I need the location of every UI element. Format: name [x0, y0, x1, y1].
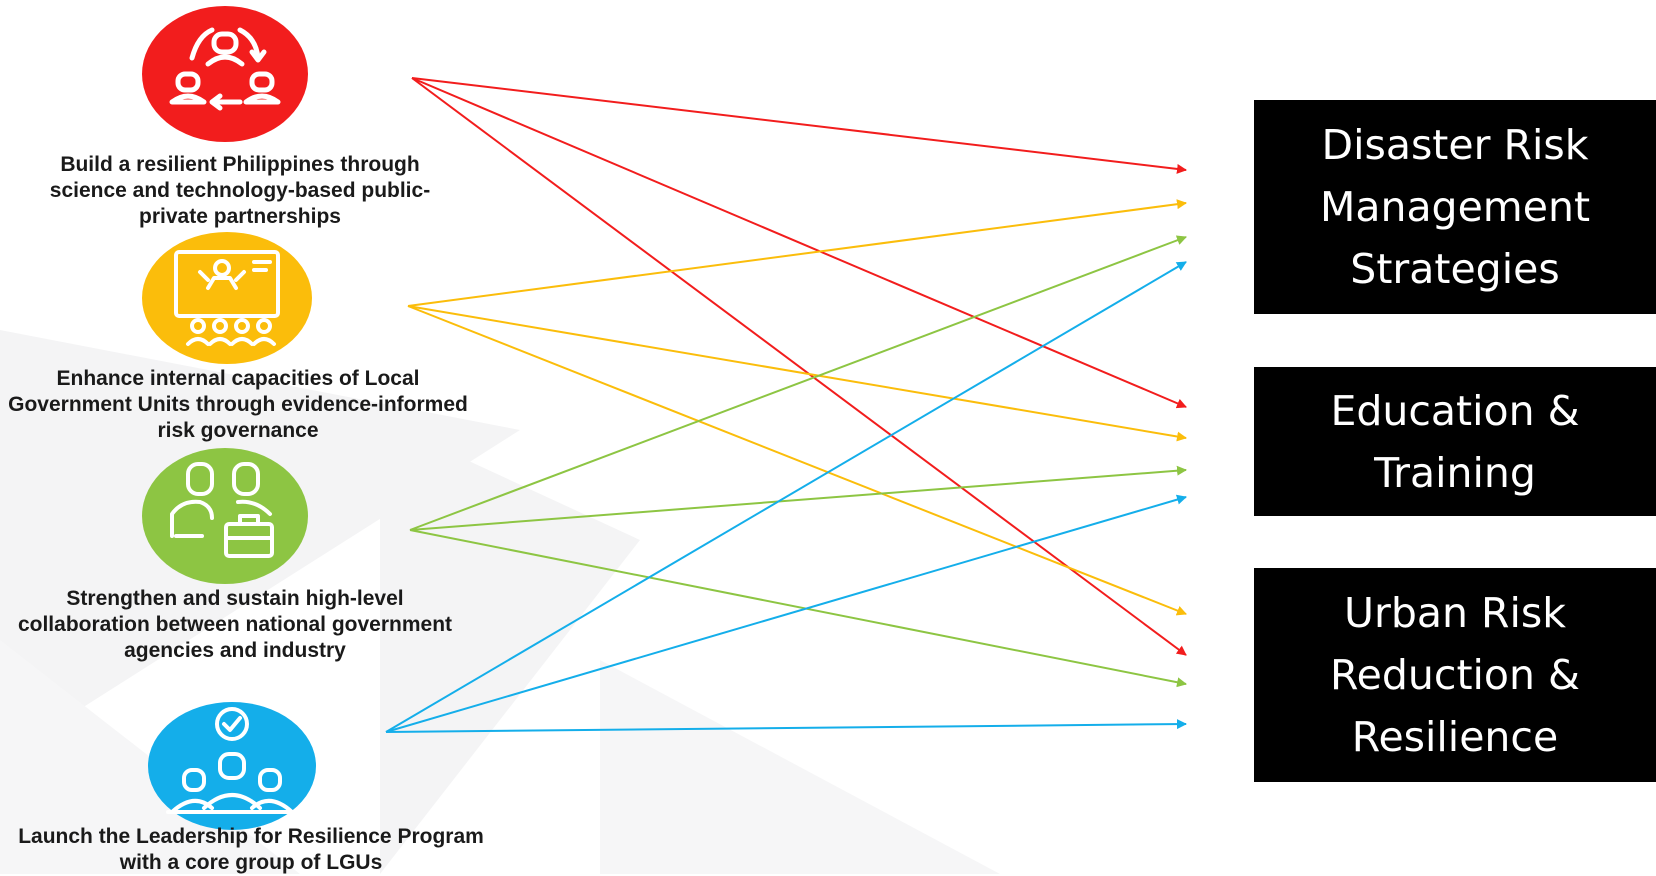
arrow-goal-3-1 [409, 235, 1187, 531]
arrow-goal-3-3 [409, 529, 1187, 688]
goal-2-label: Enhance internal capacities of Local Gov… [8, 367, 468, 442]
goal-3-label: Strengthen and sustain high-level collab… [17, 587, 453, 662]
goal-4-label: Launch the Leadership for Resilience Pro… [18, 825, 484, 874]
goal-1-label: Build a resilient Philippines through sc… [49, 153, 431, 228]
arrow-goal-4-3 [385, 719, 1187, 733]
business-collaboration-icon [170, 462, 274, 558]
arrow-goal-1-2 [411, 77, 1187, 409]
arrow-goal-2-3 [407, 305, 1187, 616]
arrow-goal-2-1 [407, 199, 1187, 307]
arrow-goal-4-2 [385, 494, 1187, 733]
strategy-1-label: Disaster Risk Management Strategies [1319, 121, 1591, 293]
arrow-goal-3-2 [409, 465, 1187, 531]
arrow-goal-1-1 [411, 77, 1187, 174]
presentation-icon [174, 250, 280, 346]
goal-1-icon-circle [142, 6, 308, 142]
goal-4-icon-circle [148, 702, 316, 830]
arrow-goal-2-2 [407, 305, 1187, 442]
goal-3-icon-circle [142, 448, 308, 584]
strategy-education-training: Education & Training [1254, 367, 1656, 516]
arrow-goal-4-1 [385, 261, 1187, 733]
strategy-2-label: Education & Training [1330, 386, 1580, 497]
goal-2-icon-circle [142, 232, 312, 364]
cycle-people-icon [169, 27, 281, 111]
strategy-urban-risk-reduction: Urban Risk Reduction & Resilience [1254, 568, 1656, 782]
leadership-team-icon [166, 707, 298, 814]
strategy-3-label: Urban Risk Reduction & Resilience [1330, 589, 1580, 761]
strategy-disaster-risk-management: Disaster Risk Management Strategies [1254, 100, 1656, 314]
arrow-goal-1-3 [411, 77, 1187, 656]
